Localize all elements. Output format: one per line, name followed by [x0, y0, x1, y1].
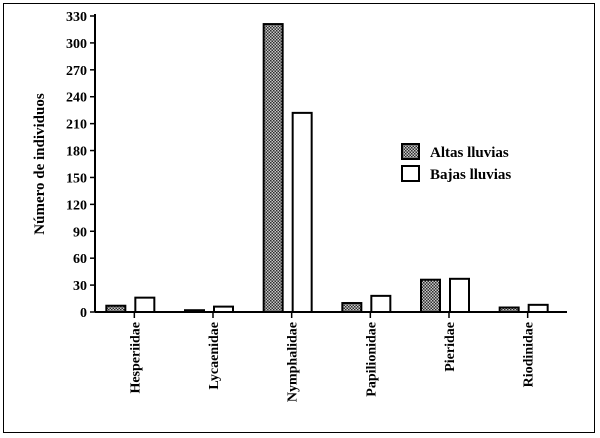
legend-swatch — [401, 165, 420, 182]
legend-label: Altas lluvias — [430, 145, 509, 161]
x-tick-label: Papilionidae — [364, 322, 379, 397]
x-tick-label: Riodinidae — [522, 322, 537, 387]
y-tick-label: 30 — [73, 279, 87, 294]
bar-altas-lluvias — [184, 309, 205, 313]
y-tick-label: 240 — [66, 91, 87, 106]
bar-bajas-lluvias — [291, 111, 313, 313]
legend-label: Bajas lluvias — [430, 167, 511, 183]
y-axis-title: Número de individuos — [32, 93, 48, 235]
y-tick-label: 270 — [66, 64, 87, 79]
y-tick-label: 90 — [73, 225, 87, 240]
bar-altas-lluvias — [262, 23, 284, 314]
y-tick-label: 120 — [66, 198, 87, 213]
bar-bajas-lluvias — [213, 305, 234, 314]
y-tick-label: 180 — [66, 145, 87, 160]
bar-bajas-lluvias — [449, 277, 470, 314]
bar-bajas-lluvias — [370, 294, 392, 314]
x-tick-labels: Hesperiidae Lycaenidae Nymphalidae Papilion… — [128, 322, 536, 402]
bar-altas-lluvias — [341, 302, 363, 314]
y-tick-label: 330 — [66, 10, 87, 25]
bars — [105, 23, 549, 314]
y-tick-label: 150 — [66, 171, 87, 186]
bar-altas-lluvias — [105, 304, 127, 314]
bar-bajas-lluvias — [134, 296, 156, 314]
y-tick-label: 0 — [80, 306, 87, 321]
x-tick-label: Pieridae — [443, 322, 458, 372]
bar-bajas-lluvias — [527, 303, 549, 314]
x-tick-label: Nymphalidae — [286, 322, 301, 402]
x-tick-label: Lycaenidae — [207, 322, 222, 390]
y-tick-label: 210 — [66, 118, 87, 133]
x-tick-label: Hesperiidae — [128, 322, 143, 394]
legend: Altas lluvias Bajas lluvias — [401, 143, 511, 183]
bar-altas-lluvias — [420, 278, 441, 313]
bar-altas-lluvias — [498, 306, 520, 313]
legend-swatch — [401, 143, 420, 160]
y-tick-label: 60 — [73, 252, 87, 267]
axes: 0 30 60 90 120 150 180 210 240 270 300 330 — [66, 10, 567, 321]
y-tick-label: 300 — [66, 37, 87, 52]
